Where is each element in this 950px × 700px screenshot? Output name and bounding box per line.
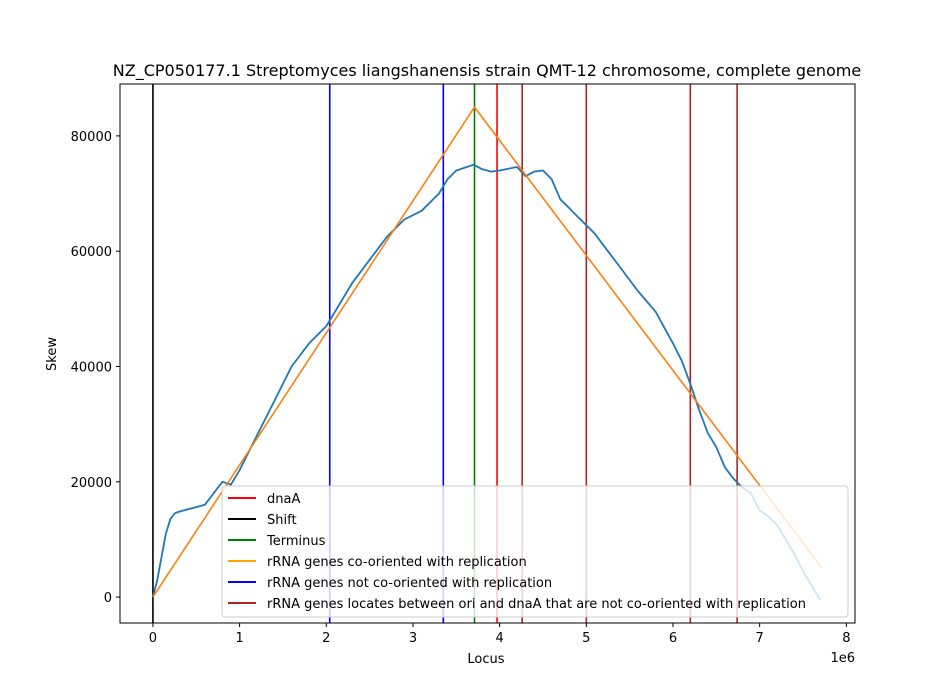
legend-label-3: rRNA genes co-oriented with replication: [267, 555, 527, 570]
series-skew-line: [152, 163, 822, 601]
y-tick-label-0: 0: [104, 591, 112, 606]
x-axis-multiplier: 1e6: [830, 651, 855, 666]
legend-label-4: rRNA genes not co-oriented with replicat…: [267, 576, 552, 591]
x-tick-label-2: 2: [322, 631, 330, 646]
legend-label-1: Shift: [267, 513, 297, 528]
x-tick-label-6: 6: [669, 631, 677, 646]
legend-label-5: rRNA genes locates between ori and dnaA …: [267, 597, 806, 612]
x-tick-label-8: 8: [842, 631, 850, 646]
y-axis: 0 20000 40000 60000 80000: [71, 130, 120, 606]
x-tick-label-7: 7: [756, 631, 764, 646]
y-tick-label-1: 20000: [71, 476, 112, 491]
legend-label-2: Terminus: [266, 534, 326, 549]
plot-frame: [119, 83, 856, 624]
series-fit-line: [152, 106, 823, 598]
x-tick-label-0: 0: [149, 631, 157, 646]
legend: dnaA Shift Terminus rRNA genes co-oriented …: [221, 485, 849, 618]
x-tick-label-1: 1: [235, 631, 243, 646]
x-axis: 0 1 2 3 4 5 6 7 8: [149, 623, 850, 646]
x-tick-label-4: 4: [495, 631, 503, 646]
x-tick-label-3: 3: [409, 631, 417, 646]
x-axis-label: Locus: [467, 652, 504, 667]
y-tick-label-3: 60000: [71, 245, 112, 260]
chart-title: NZ_CP050177.1 Streptomyces liangshanensi…: [113, 61, 861, 81]
legend-box: [221, 485, 849, 618]
y-axis-label: Skew: [45, 337, 60, 371]
legend-label-0: dnaA: [267, 492, 300, 507]
y-tick-label-4: 80000: [71, 130, 112, 145]
y-tick-label-2: 40000: [71, 360, 112, 375]
x-tick-label-5: 5: [582, 631, 590, 646]
